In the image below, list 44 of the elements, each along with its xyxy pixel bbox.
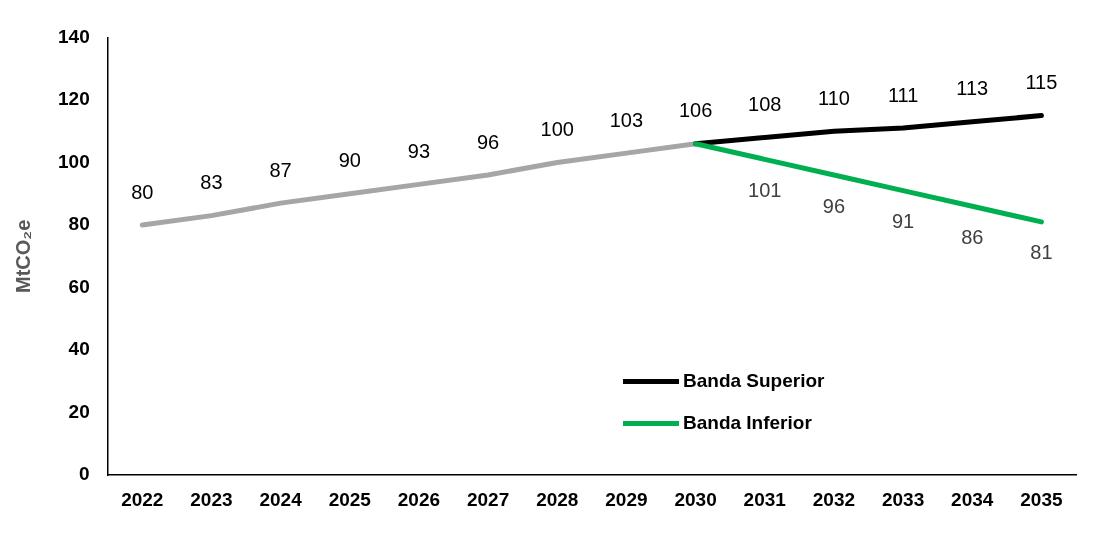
y-tick-label: 100 [58,150,90,172]
x-tick-label: 2028 [536,488,579,510]
data-label: 83 [200,171,223,194]
data-label: 108 [748,92,782,115]
x-tick-label: 2034 [951,488,994,510]
data-label: 110 [817,86,850,109]
x-tick-label: 2027 [466,488,510,510]
y-tick-label: 0 [79,463,90,485]
x-tick-label: 2029 [605,488,648,510]
data-label: 91 [891,210,915,233]
y-tick-label: 40 [68,338,90,360]
data-label: 115 [1025,71,1058,94]
data-label: 106 [678,99,713,122]
data-label: 100 [540,118,574,140]
y-tick-label: 20 [68,400,90,422]
data-label: 93 [407,139,431,162]
data-label: 113 [956,77,989,100]
x-tick-label: 2025 [328,488,372,510]
y-tick-label: 80 [68,213,90,235]
x-tick-label: 2023 [190,488,233,510]
data-label: 111 [887,83,919,106]
y-tick-label: 120 [58,88,90,110]
y-tick-label: 140 [58,25,90,47]
data-label: 81 [1030,241,1053,264]
x-tick-label: 2031 [743,488,787,510]
data-label: 87 [269,158,292,181]
x-tick-label: 2032 [812,488,856,510]
data-label: 80 [131,180,154,203]
legend-label: Banda Superior [683,370,825,392]
x-tick-label: 2030 [674,488,717,510]
legend-label: Banda Inferior [683,412,812,434]
data-label: 90 [338,149,361,172]
data-label: 96 [822,194,846,217]
data-label: 101 [748,178,782,201]
data-label: 103 [609,108,644,131]
data-label: 86 [961,225,984,248]
y-tick-label: 60 [68,275,90,297]
data-label: 96 [476,130,500,153]
x-tick-label: 2022 [121,488,164,510]
x-tick-label: 2033 [881,488,925,510]
x-tick-label: 2024 [259,488,303,510]
x-tick-label: 2026 [397,488,441,510]
x-tick-label: 2035 [1020,488,1063,510]
y-axis-title: MtCO₂e [11,219,34,293]
